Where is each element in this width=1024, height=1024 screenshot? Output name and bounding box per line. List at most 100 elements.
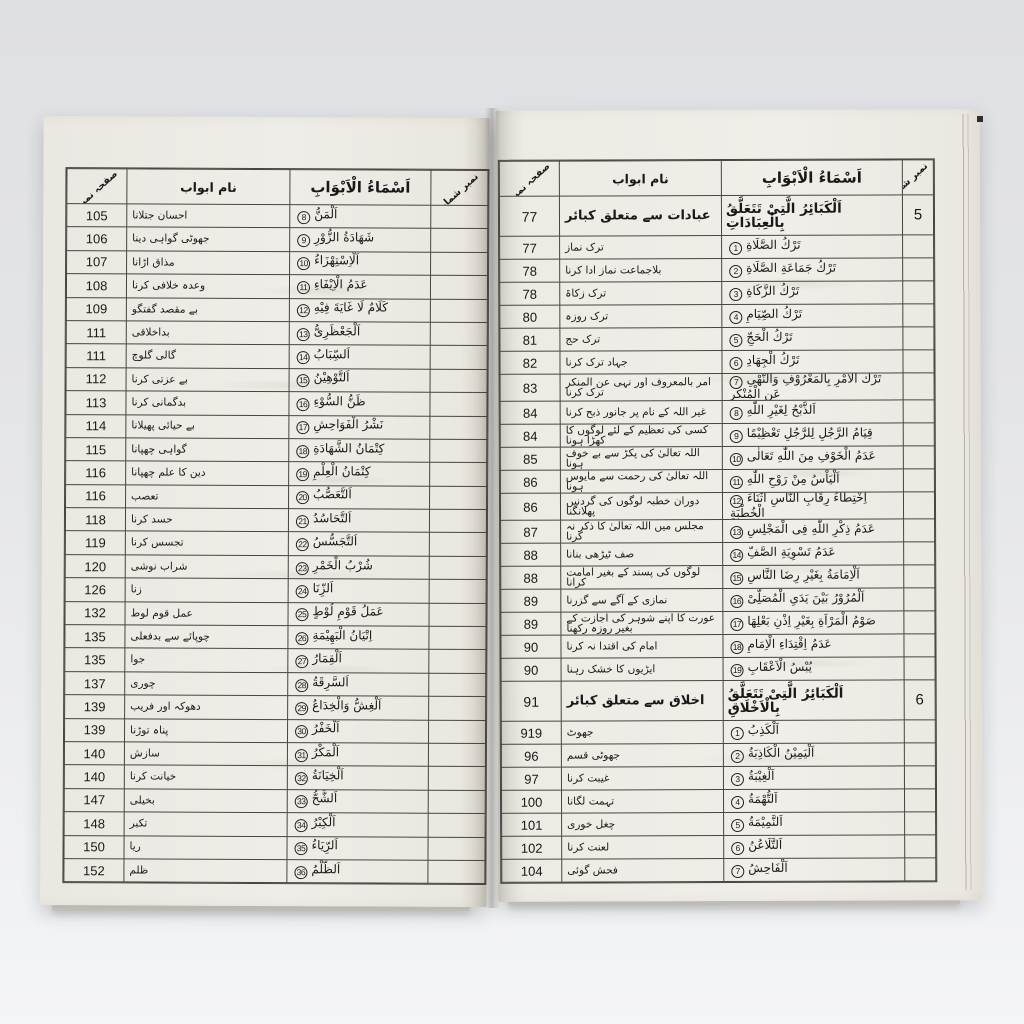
toc-item-row: 34 اَلْكِبْرُ تکبر 148 (64, 811, 486, 838)
serial-number-cell (429, 392, 488, 416)
chapter-name-arabic: تَرْكُ جَمَاعَةِ الصَّلَاةِ (746, 260, 837, 275)
toc-item-row: 5 تَرْكُ الْحَجِّ ترک حج 81 (499, 326, 934, 352)
serial-number-cell (428, 673, 486, 697)
urdu-name-cell: مذاق اڑانا (126, 250, 290, 275)
chapter-name-arabic: نَشْرُ الْفَوَاحِشِ (313, 417, 384, 432)
chapter-name-arabic: اَلتَّحَاسُدُ (312, 510, 352, 526)
serial-number-cell (430, 322, 488, 346)
arabic-name-cell: 1 اَلْكَذِبُ (723, 719, 905, 744)
serial-number-cell (902, 280, 934, 304)
arabic-name-cell: 3 اَلْغِيْبَةُ (723, 765, 905, 790)
serial-number-cell (428, 626, 487, 650)
serial-number-cell (903, 587, 935, 611)
urdu-name-cell: پناہ توڑنا (124, 718, 288, 743)
chapter-name-arabic: كَلَامٌ لَا غَايَةَ فِيْهِ (313, 300, 389, 315)
urdu-name-cell: فحش گوئی (561, 858, 724, 883)
toc-item-row: 4 تَرْكُ الصِّيَامِ ترک روزہ 80 (499, 303, 934, 329)
serial-number-cell (903, 372, 935, 400)
arabic-name-cell: 12 اِخْتِطَاءُ رِقَابِ النَّاسِ اَثْنَاءَ… (722, 491, 904, 520)
circled-item-number: 18 (730, 640, 744, 654)
page-number-cell: 152 (63, 858, 124, 883)
page-number-cell: 116 (65, 484, 126, 508)
page-number-cell: 77 (499, 196, 560, 237)
chapter-name-arabic: اَلتَّوْهِيْنُ (313, 370, 350, 385)
circled-item-number: 24 (295, 585, 309, 599)
circled-item-number: 8 (729, 406, 743, 420)
toc-item-row: 15 اَلْاِمَامَةُ بِغَيْرِ رِضَا النَّاسِ ل… (500, 564, 935, 590)
circled-item-number: 2 (730, 749, 744, 763)
circled-item-number: 3 (729, 287, 743, 301)
toc-item-row: 32 اَلْخِيَانَةُ خیانت کرنا 140 (64, 765, 486, 791)
page-number-cell: 919 (501, 721, 562, 745)
urdu-name-cell: عبادات سے متعلق کبائر (559, 195, 722, 237)
right-page-under-edge (508, 899, 960, 905)
serial-number-cell (904, 719, 936, 743)
page-number-cell: 81 (499, 328, 560, 352)
serial-number-cell (904, 811, 936, 835)
urdu-name-cell: بلاجماعت نماز ادا کرنا (559, 258, 722, 283)
serial-number-cell (903, 541, 935, 565)
arabic-name-cell: 29 اَلْغِشُّ وَالْخِدَاعُ (287, 695, 429, 720)
urdu-name-cell: بداخلاقی (126, 320, 290, 345)
arabic-name-cell: 36 اَلظُّلْمُ (286, 859, 428, 884)
serial-number-cell (430, 252, 488, 276)
serial-number-cell (903, 491, 935, 519)
page-number-cell: 77 (499, 236, 560, 260)
page-column-header-label: صفحہ نمبر (74, 168, 120, 204)
circled-item-number: 10 (729, 452, 743, 466)
page-column-header: صفحہ نمبر (499, 161, 560, 197)
page-number-cell: 147 (64, 788, 125, 813)
chapter-name-arabic: عَدَمُ تَسْوِيَةِ الصَّفِّ (747, 544, 836, 559)
urdu-name-cell: ترک زکاۃ (559, 281, 722, 306)
toc-table-left: نمبر شمار اَسْمَاءُ الْاَبْوَابِ نام ابو… (62, 167, 490, 886)
toc-item-row: 28 اَلسَّرِقَةُ چوری 137 (64, 671, 486, 697)
arabic-name-cell: 16 ظَنُّ السُّوْءِ (288, 391, 431, 416)
toc-item-row: 36 اَلظُّلْمُ ظلم 152 (63, 858, 485, 884)
arabic-name-cell: 5 اَلنَّمِيْمَةُ (723, 811, 905, 836)
chapter-name-arabic: اَلْاِمَامَةُ بِغَيْرِ رِضَا النَّاسِ (747, 567, 860, 582)
toc-item-row: 19 يُبْسُ الْاَعْقَابِ ایڑیوں کا خشک رہنا 9… (501, 656, 936, 682)
circled-item-number: 14 (730, 548, 744, 562)
circled-item-number: 29 (295, 702, 309, 716)
arabic-name-cell: 30 اَلْخَفْرُ (287, 719, 429, 744)
page-number-cell: 126 (65, 577, 126, 602)
toc-section-row: 6 اَلْكَبَائِرُ الَّتِىْ تَتَعَلَّقُ بِال… (501, 679, 936, 722)
chapter-name-arabic: عَدَمُ الْاِيْفَاءِ (313, 277, 368, 292)
urdu-name-cell: ظلم (123, 858, 287, 883)
page-number-cell: 88 (500, 543, 561, 567)
urdu-name-cell: جھوٹی قسم (561, 743, 724, 768)
page-number-cell: 84 (500, 401, 561, 425)
arabic-name-cell: 9 قِيَامُ الرَّجُلِ لِلرَّجُلِ تَعْظِيْمً… (722, 422, 904, 447)
arabic-name-cell: 34 اَلْكِبْرُ (287, 812, 429, 837)
circled-item-number: 19 (730, 663, 744, 677)
chapter-name-arabic: اَلْكَذِبُ (747, 722, 780, 737)
chapter-name-arabic: عَمَلُ قَوْمِ لُوْطٍ (312, 604, 384, 619)
arabic-name-cell: 4 اَلتُّهْمَةُ (723, 788, 905, 813)
chapter-name-arabic: اَلْجَعْظَرِىُّ (313, 323, 361, 339)
toc-item-row: 1 اَلْكَذِبُ جھوٹ 919 (501, 719, 936, 745)
serial-number-cell (430, 345, 488, 370)
circled-item-number: 32 (294, 772, 308, 786)
urdu-name-cell: عمل قوم لوط (125, 601, 289, 626)
urdu-name-cell: لوگوں کی پسند کے بغیر امامت کرانا (560, 565, 723, 590)
arabic-name-cell: 21 اَلتَّحَاسُدُ (288, 508, 430, 533)
urdu-name-cell: ترک حج (559, 327, 722, 352)
urdu-name-cell: اخلاق سے متعلق کبائر (561, 680, 724, 722)
chapter-name-arabic: اَلسِّبَابُ (313, 347, 350, 362)
page-number-cell: 100 (501, 790, 562, 814)
chapter-name-arabic: اَلْمَكْرُ (311, 744, 340, 759)
circled-item-number: 17 (730, 617, 744, 631)
page-number-cell: 135 (64, 624, 126, 649)
toc-item-row: 22 اَلتَّجَسُّسُ تجسس کرنا 119 (65, 531, 487, 557)
urdu-name-cell: غیر اللہ کے نام پر جانور ذبح کرنا (560, 400, 723, 425)
urdu-name-cell: حسد کرنا (125, 507, 289, 533)
arabic-name-cell: 32 اَلْخِيَانَةُ (287, 765, 429, 790)
chapter-name-arabic: شُرْبُ الْخَمْرِ (312, 557, 373, 573)
page-number-cell: 137 (64, 671, 125, 696)
urdu-name-cell: ایڑیوں کا خشک رہنا (561, 657, 724, 682)
urdu-name-cell: تجسس کرنا (125, 531, 289, 556)
chapter-name-arabic: ظَنُّ السُّوْءِ (313, 394, 366, 409)
serial-number-cell (430, 298, 488, 323)
toc-item-row: 6 تَرْكُ الْجِهَادِ جہاد ترک کرنا 82 (499, 349, 935, 375)
arabic-name-cell: 18 كِتْمَانُ الشَّهَادَةِ (288, 438, 430, 463)
